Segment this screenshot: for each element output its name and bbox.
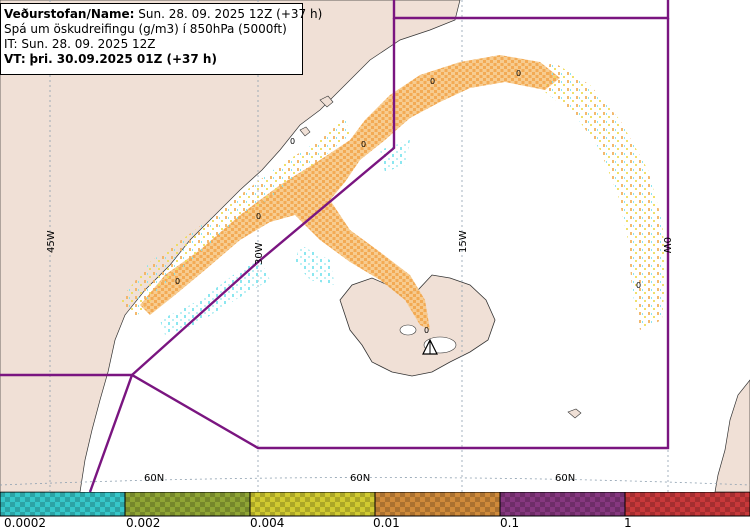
scandinavia-coast: [714, 379, 750, 492]
legend-tick-label: 0.004: [250, 516, 285, 530]
contour-label: 0: [430, 77, 435, 86]
lat-label-mid: 60N: [350, 473, 370, 484]
legend-tick-label: 0.1: [500, 516, 520, 530]
island: [299, 126, 311, 137]
legend-swatch-pattern: [625, 492, 750, 516]
lon-label-30w: 30W: [254, 242, 265, 265]
contour-label: 0: [256, 212, 261, 221]
ash-plume-dense: [140, 55, 560, 330]
lon-label-45w: 45W: [46, 230, 57, 253]
info-name-value: Sun. 28. 09. 2025 12Z (+37 h): [138, 7, 323, 21]
legend-swatch-pattern: [500, 492, 625, 516]
contour-label: 0: [290, 137, 295, 146]
volcano-triangle-icon: [422, 338, 438, 355]
ash-plume-cyan-edges: [160, 260, 270, 335]
legend-swatch-pattern: [250, 492, 375, 516]
legend-swatch-pattern: [375, 492, 500, 516]
ash-plume-fringe-west: [120, 118, 350, 318]
glacier: [399, 324, 417, 336]
ash-plume-cyan-north: [380, 140, 410, 172]
legend-tick-label: 1: [624, 516, 632, 530]
legend-tick-label: 0.002: [126, 516, 161, 530]
legend-swatch-pattern: [125, 492, 250, 516]
lon-label-15w: 15W: [458, 230, 469, 253]
lon-label-0w: 0W: [661, 237, 672, 253]
island: [319, 95, 334, 108]
info-line-4: VT: þri. 30.09.2025 01Z (+37 h): [4, 52, 302, 67]
info-line-3: IT: Sun. 28. 09. 2025 12Z: [4, 37, 156, 51]
contour-labels: 0 0 0 0 0 0 0 0: [175, 69, 641, 335]
lat-label-left: 60N: [144, 473, 164, 484]
airspace-boundaries: [0, 0, 670, 492]
faroe-islands: [567, 408, 582, 419]
ash-plume-cyan-south: [295, 245, 335, 285]
lat-label-right: 60N: [555, 473, 575, 484]
info-line-2: Spá um öskudreifingu (g/m3) í 850hPa (50…: [4, 22, 287, 36]
concentration-legend: [0, 492, 750, 517]
legend-swatch-pattern: [0, 492, 125, 516]
graticule-labels: 45W 30W 15W 0W 60N 60N 60N: [46, 230, 672, 484]
contour-label: 0: [424, 326, 429, 335]
info-vt-value: þri. 30.09.2025 01Z (+37 h): [29, 52, 217, 66]
contour-label: 0: [636, 281, 641, 290]
contour-label: 0: [175, 277, 180, 286]
legend-color-bar: [0, 492, 750, 517]
legend-tick-label: 0.0002: [4, 516, 46, 530]
forecast-map: 0 0 0 0 0 0 0 0 45W 30W 15W 0W 60N 60N 6…: [0, 0, 750, 492]
forecast-info-box: Veðurstofan/Name: Sun. 28. 09. 2025 12Z …: [0, 3, 322, 75]
ash-plume-fringe-east: [545, 60, 666, 330]
contour-label: 0: [361, 140, 366, 149]
info-line-1: Veðurstofan/Name: Sun. 28. 09. 2025 12Z …: [4, 7, 322, 22]
info-name-label: Veðurstofan/Name:: [4, 7, 135, 21]
legend-tick-label: 0.01: [373, 516, 400, 530]
info-vt-label: VT:: [4, 52, 26, 66]
contour-label: 0: [516, 69, 521, 78]
